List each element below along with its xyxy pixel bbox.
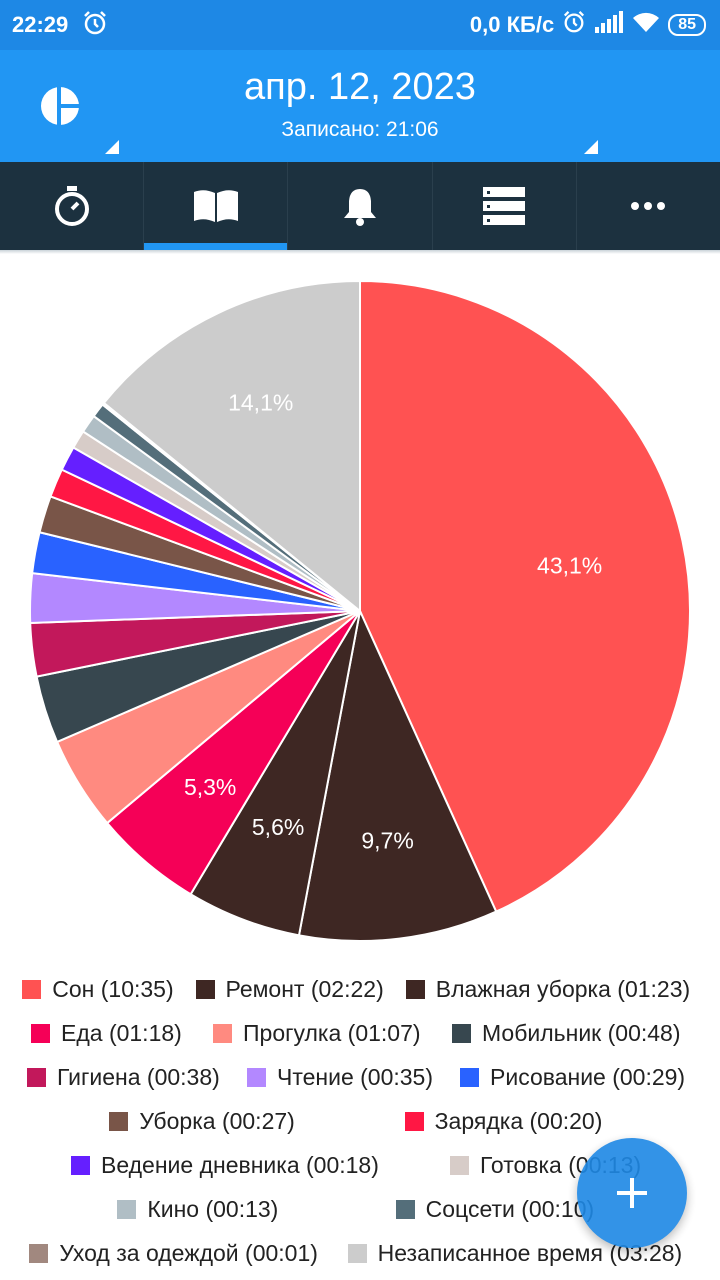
pie-chart[interactable]: 43,1% 9,7% 5,6% 5,3% 14,1% [0, 260, 720, 960]
legend-swatch [213, 1024, 232, 1043]
battery-indicator: 85 [668, 14, 706, 36]
pie-label-1: 9,7% [361, 827, 413, 853]
legend-item[interactable]: Влажная уборка (01:23) [405, 976, 691, 1003]
legend-item[interactable]: Еда (01:18) [31, 1020, 182, 1047]
pie-label-0: 43,1% [537, 553, 602, 579]
legend-swatch [117, 1200, 137, 1219]
legend-row: Гигиена (00:38) Чтение (00:35) Рисование (… [0, 1060, 720, 1100]
legend-item[interactable]: Уход за одеждой (00:01) [29, 1240, 318, 1267]
legend-item[interactable]: Гигиена (00:38) [27, 1064, 220, 1091]
pie-label-16: 14,1% [228, 389, 293, 415]
legend-label: Зарядка (00:20) [434, 1108, 603, 1134]
legend-swatch [29, 1244, 49, 1263]
legend-swatch [31, 1024, 50, 1043]
net-speed: 0,0 КБ/с [469, 12, 555, 37]
legend-label: Ремонт (02:22) [225, 976, 384, 1002]
tab-list[interactable] [433, 162, 577, 250]
tab-notifications[interactable] [288, 162, 433, 250]
more-icon [631, 202, 666, 210]
bell-icon [344, 189, 376, 226]
legend-label: Ведение дневника (00:18) [101, 1152, 379, 1178]
legend-item[interactable]: Сон (10:35) [22, 976, 174, 1003]
legend-item[interactable]: Ремонт (02:22) [195, 976, 384, 1003]
legend-swatch [404, 1112, 424, 1131]
wifi-icon [632, 11, 660, 39]
legend-swatch [460, 1068, 479, 1087]
legend-row: Уборка (00:27) Зарядка (00:20) [0, 1104, 720, 1144]
legend-label: Рисование (00:29) [490, 1064, 686, 1090]
tab-stopwatch[interactable] [0, 162, 145, 250]
legend-swatch [347, 1244, 367, 1263]
pie-label-3: 5,3% [184, 774, 236, 800]
legend-label: Сон (10:35) [52, 976, 174, 1002]
legend-swatch [247, 1068, 266, 1087]
legend-swatch [452, 1024, 471, 1043]
pie-slice-16[interactable] [102, 279, 361, 614]
list-icon [483, 187, 526, 225]
add-button[interactable] [577, 1138, 687, 1248]
book-icon [193, 190, 238, 222]
plus-icon [617, 1178, 647, 1208]
legend-label: Мобильник (00:48) [482, 1020, 681, 1046]
legend-label: Кино (00:13) [147, 1196, 279, 1222]
tab-book[interactable] [144, 162, 289, 250]
app-logo-icon[interactable] [40, 86, 80, 126]
date-title[interactable]: апр. 12, 2023 [244, 66, 476, 108]
legend-label: Соцсети (00:10) [425, 1196, 595, 1222]
tab-bar [0, 162, 720, 250]
legend-label: Еда (01:18) [61, 1020, 182, 1046]
stopwatch-icon [54, 186, 89, 226]
legend-swatch [71, 1156, 90, 1175]
status-time: 22:29 [12, 12, 69, 37]
alarm-icon [82, 10, 108, 42]
legend-swatch [195, 980, 215, 999]
pie-label-2: 5,6% [252, 814, 304, 840]
legend-swatch [22, 980, 42, 999]
legend-label: Уборка (00:27) [139, 1108, 295, 1134]
dropdown-corner-right[interactable] [584, 140, 598, 154]
legend-row: Кино (00:13) Соцсети (00:10) [0, 1192, 720, 1232]
pie-slice-1[interactable] [297, 607, 498, 942]
legend-label: Влажная уборка (01:23) [435, 976, 691, 1002]
legend-label: Гигиена (00:38) [57, 1064, 220, 1090]
legend-item[interactable]: Кино (00:13) [117, 1196, 278, 1223]
dropdown-corner-left[interactable] [105, 140, 119, 154]
pie-slice-0[interactable] [359, 279, 691, 913]
legend-swatch [405, 980, 425, 999]
legend-swatch [109, 1112, 129, 1131]
legend-row: Еда (01:18) Прогулка (01:07) Мобильник (00… [0, 1016, 720, 1056]
legend-item[interactable]: Прогулка (01:07) [213, 1020, 421, 1047]
alarm-status-icon [562, 10, 586, 40]
tab-more[interactable] [577, 162, 720, 250]
status-bar: 22:29 0,0 КБ/с 85 [0, 0, 720, 50]
recorded-time: Записано: 21:06 [281, 118, 439, 141]
legend-item[interactable]: Чтение (00:35) [247, 1064, 433, 1091]
legend-label: Чтение (00:35) [277, 1064, 434, 1090]
legend-item[interactable]: Ведение дневника (00:18) [71, 1152, 379, 1179]
legend-label: Прогулка (01:07) [243, 1020, 421, 1046]
legend-swatch [450, 1156, 469, 1175]
legend-item[interactable]: Мобильник (00:48) [452, 1020, 681, 1047]
legend-row: Сон (10:35) Ремонт (02:22) Влажная уборка … [0, 972, 720, 1012]
legend-item[interactable]: Рисование (00:29) [460, 1064, 685, 1091]
legend-swatch [395, 1200, 415, 1219]
legend-item[interactable]: Соцсети (00:10) [395, 1196, 595, 1223]
legend-label: Уход за одеждой (00:01) [59, 1240, 318, 1266]
tab-shadow [0, 250, 720, 254]
signal-icon [594, 11, 624, 39]
app-header: апр. 12, 2023 Записано: 21:06 [0, 50, 720, 162]
legend-item[interactable]: Уборка (00:27) [109, 1108, 295, 1135]
legend-swatch [27, 1068, 46, 1087]
legend-item[interactable]: Зарядка (00:20) [404, 1108, 603, 1135]
